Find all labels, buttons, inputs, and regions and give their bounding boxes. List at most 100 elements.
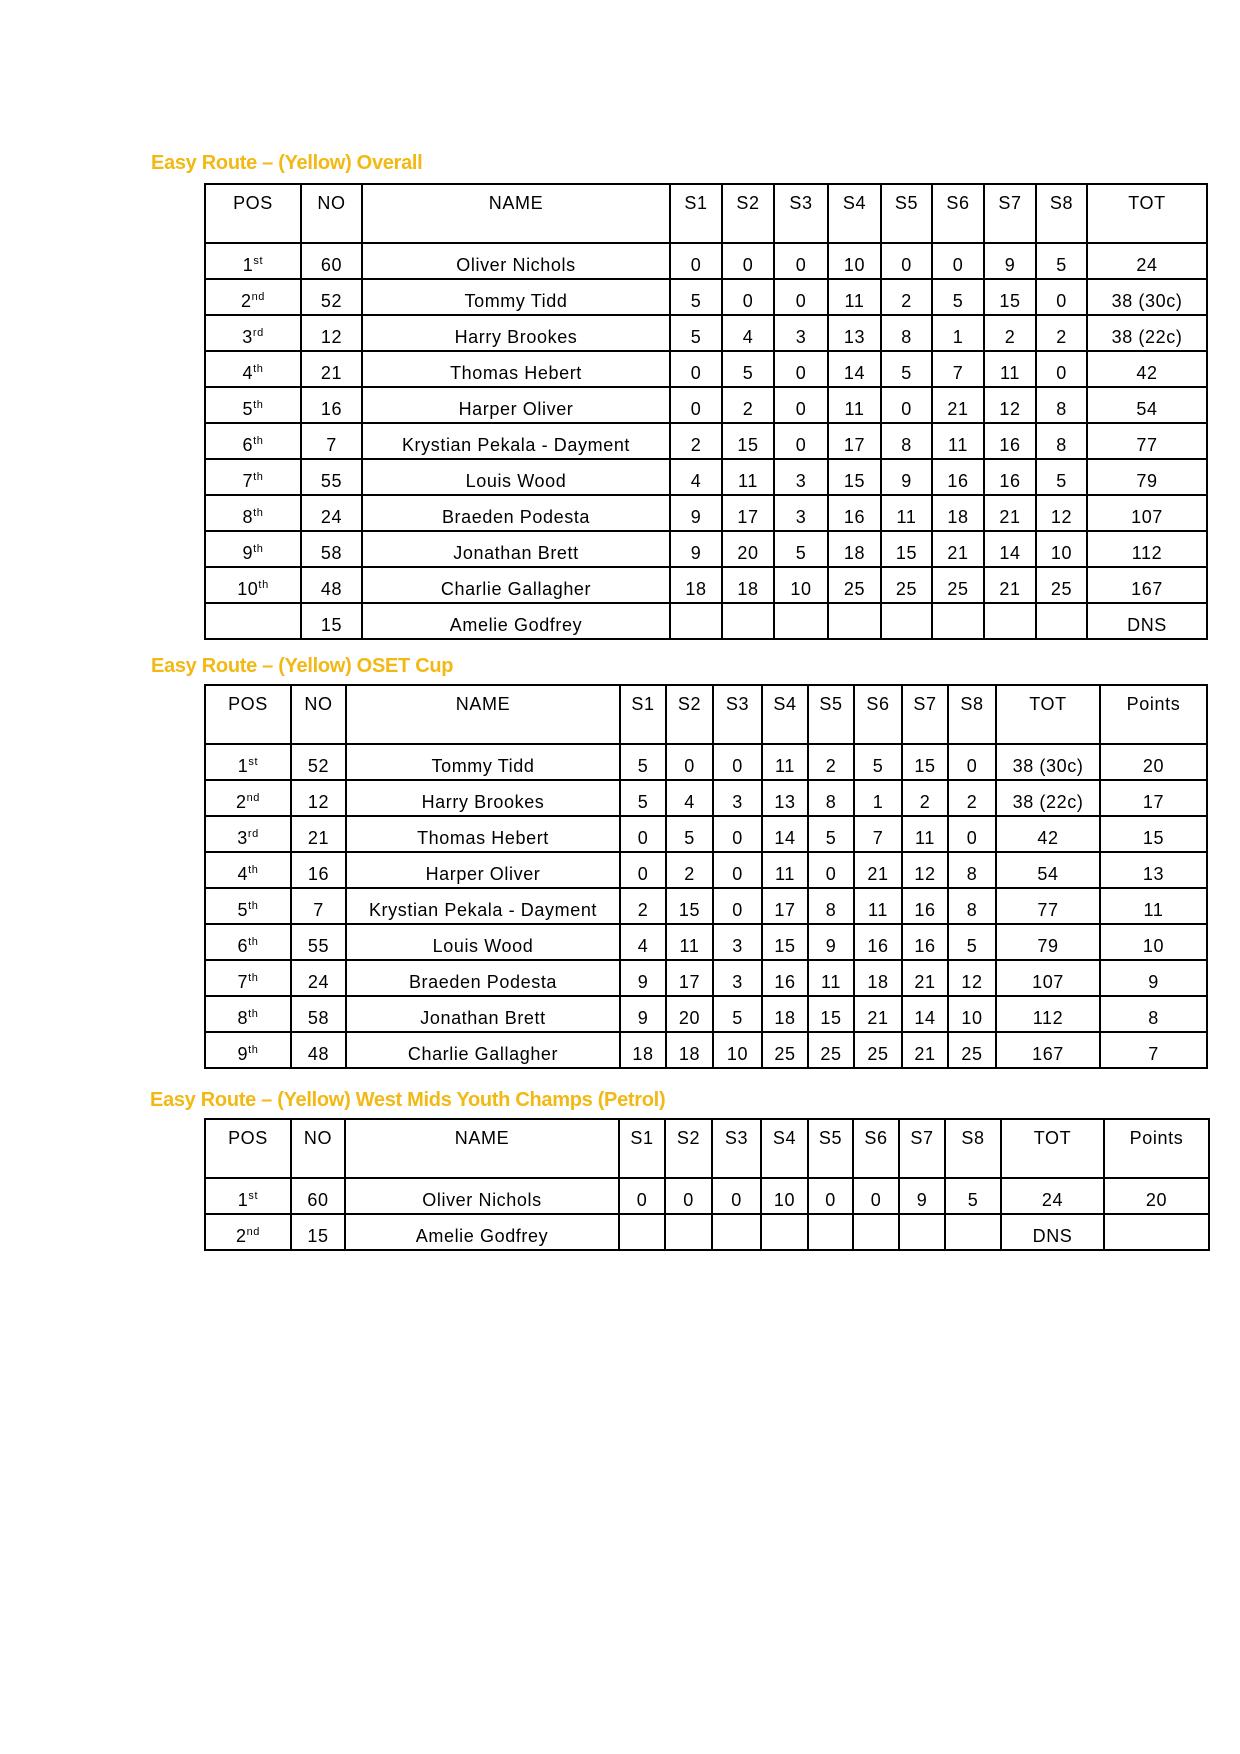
cell-s7: 9 xyxy=(898,1177,946,1215)
cell-s8: 12 xyxy=(1035,494,1088,532)
cell-no: 60 xyxy=(300,242,363,280)
cell-s8: 2 xyxy=(947,779,997,817)
cell-s3: 5 xyxy=(712,995,763,1033)
cell-tot: 38 (22c) xyxy=(995,779,1101,817)
cell-s8: 0 xyxy=(1035,350,1088,388)
column-header-s5: S5 xyxy=(807,1118,854,1179)
cell-s6 xyxy=(852,1213,900,1251)
position-number: 3 xyxy=(242,327,253,347)
cell-s5: 25 xyxy=(880,566,933,604)
cell-name: Charlie Gallagher xyxy=(345,1031,621,1069)
position-suffix: th xyxy=(248,1044,259,1056)
position-cell: 8th xyxy=(204,494,302,532)
cell-points: 7 xyxy=(1099,1031,1208,1069)
cell-points: 11 xyxy=(1099,887,1208,925)
header-row: POS NO NAME S1 S2 S3 S4 S5 S6 S7 S8 TOT xyxy=(204,183,1208,244)
cell-tot: 79 xyxy=(1086,458,1208,496)
cell-s6: 11 xyxy=(853,887,903,925)
position-suffix: th xyxy=(258,579,269,591)
position-suffix: st xyxy=(248,756,259,768)
cell-s5: 0 xyxy=(807,851,855,889)
position-suffix: st xyxy=(253,255,264,267)
column-header-tot: TOT xyxy=(995,684,1101,745)
cell-s6: 21 xyxy=(853,995,903,1033)
cell-tot: 38 (30c) xyxy=(1086,278,1208,316)
position-suffix: th xyxy=(248,936,259,948)
cell-s7 xyxy=(898,1213,946,1251)
cell-s4: 11 xyxy=(827,386,882,424)
cell-s3: 10 xyxy=(773,566,829,604)
cell-s6: 18 xyxy=(931,494,985,532)
cell-s5: 11 xyxy=(807,959,855,997)
table-row: 15 Amelie Godfrey DNS xyxy=(204,602,1208,640)
cell-name: Harry Brookes xyxy=(345,779,621,817)
cell-no: 52 xyxy=(300,278,363,316)
cell-tot: 24 xyxy=(1000,1177,1105,1215)
cell-name: Tommy Tidd xyxy=(345,743,621,781)
position-number: 3 xyxy=(237,828,248,848)
position-cell: 7th xyxy=(204,458,302,496)
cell-no: 7 xyxy=(300,422,363,460)
cell-s1: 5 xyxy=(619,779,667,817)
position-suffix: th xyxy=(253,363,264,375)
cell-name: Harry Brookes xyxy=(361,314,671,352)
cell-no: 52 xyxy=(290,743,347,781)
column-header-s8: S8 xyxy=(1035,183,1088,244)
cell-s2: 0 xyxy=(721,278,775,316)
cell-s4: 17 xyxy=(761,887,809,925)
cell-s1: 5 xyxy=(619,743,667,781)
cell-s8: 5 xyxy=(1035,242,1088,280)
cell-tot: 107 xyxy=(1086,494,1208,532)
cell-no: 15 xyxy=(300,602,363,640)
cell-s5: 8 xyxy=(807,887,855,925)
position-suffix: th xyxy=(253,471,264,483)
cell-s2: 2 xyxy=(721,386,775,424)
cell-s3 xyxy=(711,1213,762,1251)
position-suffix: nd xyxy=(246,792,261,804)
cell-s2: 4 xyxy=(665,779,714,817)
cell-s3 xyxy=(773,602,829,640)
cell-s4 xyxy=(760,1213,809,1251)
cell-s7: 12 xyxy=(901,851,949,889)
position-number: 8 xyxy=(237,1008,249,1028)
cell-tot: 77 xyxy=(995,887,1101,925)
cell-tot: 112 xyxy=(995,995,1101,1033)
cell-tot: DNS xyxy=(1086,602,1208,640)
cell-tot: 24 xyxy=(1086,242,1208,280)
position-suffix: th xyxy=(253,543,264,555)
cell-s8: 0 xyxy=(1035,278,1088,316)
cell-s3: 3 xyxy=(773,458,829,496)
cell-name: Jonathan Brett xyxy=(345,995,621,1033)
cell-no: 60 xyxy=(290,1177,346,1215)
table-row: 3rd 12 Harry Brookes 5 4 3 13 8 1 2 2 38 (22c) xyxy=(204,314,1208,352)
cell-s8: 8 xyxy=(947,887,997,925)
column-header-no: NO xyxy=(300,183,363,244)
column-header-s7: S7 xyxy=(983,183,1037,244)
cell-name: Louis Wood xyxy=(361,458,671,496)
cell-s5: 8 xyxy=(807,779,855,817)
cell-s3: 3 xyxy=(712,779,763,817)
cell-s2: 4 xyxy=(721,314,775,352)
cell-s5: 2 xyxy=(807,743,855,781)
table-row: 8th 24 Braeden Podesta 9 17 3 16 11 18 21 12 107 xyxy=(204,494,1208,532)
cell-s6 xyxy=(931,602,985,640)
cell-tot: 42 xyxy=(995,815,1101,853)
cell-s5 xyxy=(807,1213,854,1251)
cell-points: 17 xyxy=(1099,779,1208,817)
cell-s5: 15 xyxy=(807,995,855,1033)
cell-s4: 11 xyxy=(827,278,882,316)
column-header-no: NO xyxy=(290,684,347,745)
column-header-s3: S3 xyxy=(711,1118,762,1179)
cell-name: Amelie Godfrey xyxy=(344,1213,620,1251)
cell-tot: 38 (30c) xyxy=(995,743,1101,781)
column-header-points: Points xyxy=(1103,1118,1210,1179)
cell-name: Charlie Gallagher xyxy=(361,566,671,604)
cell-no: 55 xyxy=(300,458,363,496)
column-header-s6: S6 xyxy=(853,684,903,745)
cell-s7: 16 xyxy=(901,887,949,925)
cell-s3: 10 xyxy=(712,1031,763,1069)
cell-s1: 2 xyxy=(669,422,723,460)
cell-s7: 9 xyxy=(983,242,1037,280)
position-cell: 3rd xyxy=(204,314,302,352)
position-cell: 2nd xyxy=(204,1213,292,1251)
